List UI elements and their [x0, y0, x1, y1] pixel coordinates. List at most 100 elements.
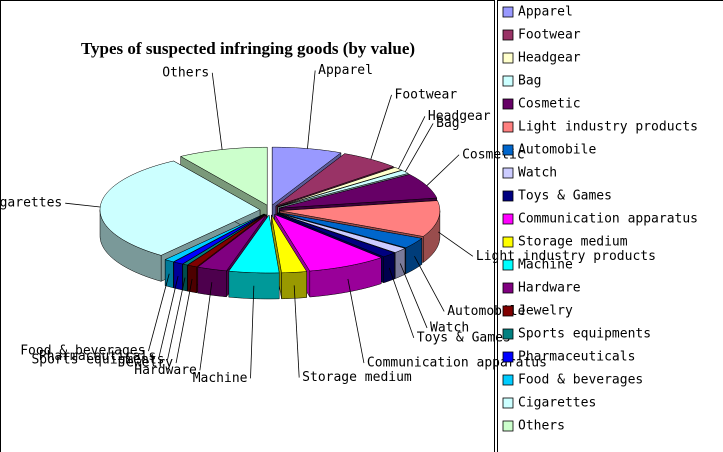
legend-label: Storage medium [518, 235, 628, 250]
legend-label: Food & beverages [518, 373, 643, 388]
legend-swatch [502, 29, 514, 41]
leader-line [347, 278, 365, 364]
slice-label: Machine [193, 371, 248, 386]
slice [182, 214, 266, 266]
slice-label: Cosmetic [462, 147, 525, 162]
leader-line [426, 154, 460, 186]
slice [278, 212, 423, 249]
legend-swatch [502, 144, 514, 156]
slice-label: Automobile [447, 304, 525, 319]
slice-labels: ApparelFootwearHeadgearBagCosmeticLight … [0, 63, 656, 386]
legend-swatch [502, 213, 514, 225]
legend-label: Light industry products [518, 120, 698, 135]
slice-label: Bag [436, 116, 459, 131]
slice [276, 213, 396, 258]
leader-line [148, 273, 170, 352]
legend-swatch [502, 351, 514, 363]
slice [197, 214, 267, 272]
slice [228, 214, 280, 274]
legend-label: Sports equipments [518, 327, 651, 342]
slice-label: Headgear [428, 109, 491, 124]
legend-swatch [502, 374, 514, 386]
slice-label: Pharmaceuticals [39, 349, 156, 364]
pie-tops [99, 146, 441, 274]
legend-label: Apparel [518, 5, 573, 20]
legend-label: Automobile [518, 143, 596, 158]
slice-label: Apparel [318, 63, 373, 78]
slice [271, 214, 308, 274]
slice [273, 213, 383, 272]
slice-label: Cigarettes [0, 196, 62, 211]
slice-label: Light industry products [476, 249, 656, 264]
leader-line [293, 285, 300, 378]
slice-side [281, 271, 307, 300]
slice [271, 146, 342, 206]
slice-label: Footwear [395, 87, 458, 102]
slice-side [394, 247, 406, 279]
leader-line [399, 263, 428, 329]
slice-label: Food & beverages [20, 344, 145, 359]
legend-swatch [502, 305, 514, 317]
legend-swatch [502, 328, 514, 340]
leader-line [370, 94, 392, 160]
legend-label: Communication apparatus [518, 212, 698, 227]
leader-line [211, 72, 223, 150]
legend-swatch [502, 259, 514, 271]
legend-label: Toys & Games [518, 189, 612, 204]
chart-title: Types of suspected infringing goods (by … [81, 39, 415, 58]
slice-side [197, 266, 227, 298]
leader-line [398, 116, 426, 169]
slice [275, 153, 395, 207]
legend-label: Cosmetic [518, 97, 581, 112]
slice-label: Others [162, 65, 209, 80]
slice [277, 212, 406, 253]
leader-line [438, 231, 474, 257]
slice-label: Communication apparatus [367, 356, 547, 371]
legend-swatch [502, 420, 514, 432]
leader-line [158, 275, 179, 357]
legend-label: Jewelry [518, 304, 573, 319]
slice [186, 214, 266, 268]
legend-swatch [502, 236, 514, 248]
leader-line [175, 278, 193, 364]
legend: Apparel Footwear Headgear Bag Cosmetic Light … [502, 5, 698, 434]
slice-side [187, 264, 197, 294]
slice-label: Jewelry [118, 356, 173, 371]
slice [164, 213, 265, 263]
legend-swatch [502, 6, 514, 18]
slice [173, 213, 265, 265]
leader-line [307, 70, 316, 149]
legend-label: Cigarettes [518, 396, 596, 411]
legend-label: Footwear [518, 28, 581, 43]
legend-swatch [502, 282, 514, 294]
legend-label: Others [518, 419, 565, 434]
legend-label: Bag [518, 74, 541, 89]
legend-swatch [502, 121, 514, 133]
slice-label: Toys & Games [417, 330, 511, 345]
legend-swatch [502, 75, 514, 87]
legend-label: Machine [518, 258, 573, 273]
legend-label: Headgear [518, 51, 581, 66]
slice-label: Hardware [134, 363, 197, 378]
legend-swatch [502, 167, 514, 179]
leader-line [250, 285, 255, 379]
slice [277, 170, 410, 208]
legend-label: Hardware [518, 281, 581, 296]
legend-label: Pharmaceuticals [518, 350, 635, 365]
slice-side [173, 261, 183, 291]
legend-swatch [502, 98, 514, 110]
slice [279, 174, 438, 209]
slice [277, 167, 403, 207]
slice-side [182, 263, 188, 292]
leader-line [65, 202, 101, 208]
slice-side [228, 270, 280, 300]
legend-swatch [502, 52, 514, 64]
legend-swatch [502, 190, 514, 202]
slice [279, 200, 441, 237]
leader-line [388, 267, 415, 339]
leader-line [414, 256, 445, 312]
leader-line [199, 282, 213, 371]
slice-label: Watch [430, 320, 469, 335]
legend-label: Watch [518, 166, 557, 181]
